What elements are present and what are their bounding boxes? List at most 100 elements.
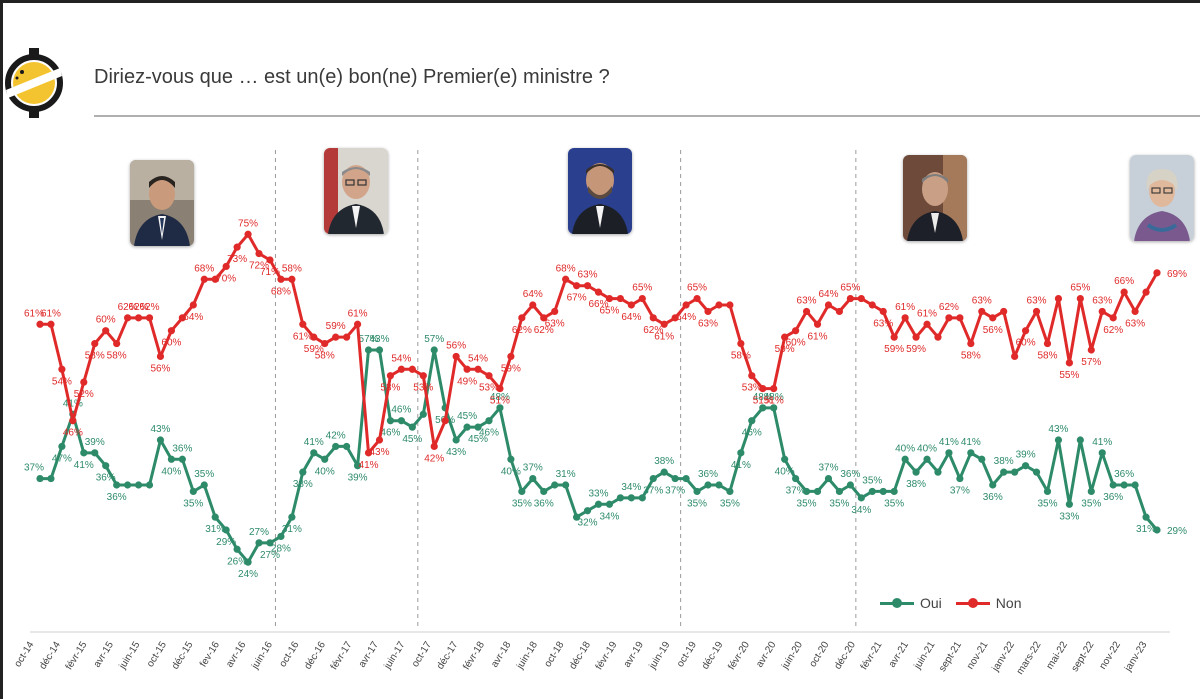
data-label-non: 63% xyxy=(545,318,565,329)
data-point-non xyxy=(605,294,614,303)
data-label-oui: 36% xyxy=(534,498,554,509)
data-point-oui xyxy=(255,539,263,547)
data-point-non xyxy=(1011,352,1019,361)
data-label-non: 58% xyxy=(282,263,302,274)
data-point-non xyxy=(36,320,44,328)
data-point-oui xyxy=(507,455,515,463)
data-point-oui xyxy=(846,481,854,489)
data-point-non xyxy=(978,307,986,316)
data-label-non: 53% xyxy=(479,383,499,394)
data-point-oui xyxy=(124,481,132,489)
data-label-oui: 48% xyxy=(490,392,510,403)
data-label-oui: 42% xyxy=(326,430,346,441)
data-label-oui: 32% xyxy=(578,518,598,529)
data-label-oui: 36% xyxy=(983,492,1003,503)
x-tick-label: fev-16 xyxy=(198,639,222,669)
data-label-non: 54% xyxy=(52,376,72,387)
data-point-non xyxy=(474,365,482,373)
x-tick-label: déc-18 xyxy=(568,639,594,671)
x-tick-label: juin-18 xyxy=(514,639,540,672)
data-point-non xyxy=(813,320,822,328)
data-label-oui: 40% xyxy=(315,466,335,477)
data-label-non: 61% xyxy=(24,308,44,319)
data-point-oui xyxy=(211,513,219,521)
data-label-non: 60% xyxy=(786,338,806,349)
x-tick-label: déc-19 xyxy=(700,639,726,671)
data-label-non: 61% xyxy=(293,331,313,342)
portrait-edouard-philippe xyxy=(568,148,632,234)
x-tick-label: oct-15 xyxy=(145,639,169,669)
data-point-oui xyxy=(189,487,197,496)
data-label-non: 62% xyxy=(140,302,160,313)
data-point-oui xyxy=(868,487,876,496)
data-label-non: 59% xyxy=(501,363,521,374)
data-label-oui: 35% xyxy=(1081,498,1101,509)
data-label-non: 59% xyxy=(304,344,324,355)
data-label-oui: 36% xyxy=(96,473,116,484)
data-point-oui xyxy=(102,462,110,470)
data-point-oui xyxy=(989,481,997,489)
data-point-oui xyxy=(156,436,165,444)
data-label-non: 61% xyxy=(917,308,937,319)
title-divider xyxy=(94,115,1200,117)
data-point-oui xyxy=(266,539,274,547)
data-point-non xyxy=(770,384,778,393)
data-label-oui: 35% xyxy=(720,498,740,509)
data-label-oui: 46% xyxy=(391,405,411,416)
data-point-oui xyxy=(343,442,351,451)
data-label-non: 63% xyxy=(698,318,718,329)
data-point-oui xyxy=(792,474,800,483)
data-point-non xyxy=(627,301,635,309)
data-point-non xyxy=(583,282,592,290)
data-label-oui: 38% xyxy=(654,456,674,467)
data-point-oui xyxy=(1120,481,1128,489)
data-label-non: 58% xyxy=(85,351,105,362)
data-point-oui xyxy=(879,487,887,496)
data-point-oui xyxy=(452,436,460,444)
data-point-oui xyxy=(1153,526,1161,534)
data-point-non xyxy=(58,365,66,373)
data-label-oui: 43% xyxy=(1048,424,1068,435)
data-point-non xyxy=(781,333,789,341)
data-point-non xyxy=(244,230,252,238)
data-point-oui xyxy=(835,487,844,496)
data-point-non xyxy=(737,339,745,348)
data-point-oui xyxy=(802,487,811,496)
x-tick-label: avr-19 xyxy=(622,639,647,669)
portrait-jean-castex xyxy=(903,155,967,241)
data-label-non: 63% xyxy=(578,270,598,281)
data-point-non xyxy=(167,327,176,335)
data-point-non xyxy=(463,365,471,373)
data-label-non: 61% xyxy=(41,308,61,319)
data-label-oui: 27% xyxy=(249,527,269,538)
data-label-non: 75% xyxy=(238,218,258,229)
data-point-oui xyxy=(178,455,186,463)
data-label-non: 59% xyxy=(884,344,904,355)
data-point-non xyxy=(80,378,88,386)
data-label-oui: 31% xyxy=(282,524,302,535)
x-tick-label: févr-19 xyxy=(594,639,620,672)
data-label-non: 72% xyxy=(249,261,269,272)
data-label-non: 42% xyxy=(424,453,444,464)
x-tick-label: févr-17 xyxy=(329,639,355,672)
data-point-oui xyxy=(474,423,482,431)
data-point-non xyxy=(802,307,811,316)
data-label-non: 46% xyxy=(63,428,83,439)
data-point-oui xyxy=(748,417,756,425)
data-point-oui xyxy=(321,455,329,463)
data-point-oui xyxy=(605,500,614,508)
data-point-oui xyxy=(310,449,318,457)
x-tick-label: juin-21 xyxy=(912,639,938,672)
data-label-non: 62% xyxy=(118,302,138,313)
data-point-non xyxy=(452,352,460,361)
data-label-non: 58% xyxy=(1037,351,1057,362)
data-label-non: 61% xyxy=(348,308,368,319)
data-point-non xyxy=(343,333,351,341)
data-label-non: 70% xyxy=(216,273,236,284)
x-tick-label: oct-17 xyxy=(410,639,434,669)
x-tick-label: févr-20 xyxy=(726,639,752,672)
data-point-non xyxy=(518,314,526,322)
data-label-oui: 31% xyxy=(205,524,225,535)
data-point-oui xyxy=(80,449,88,457)
x-tick-label: avr-17 xyxy=(357,639,382,669)
